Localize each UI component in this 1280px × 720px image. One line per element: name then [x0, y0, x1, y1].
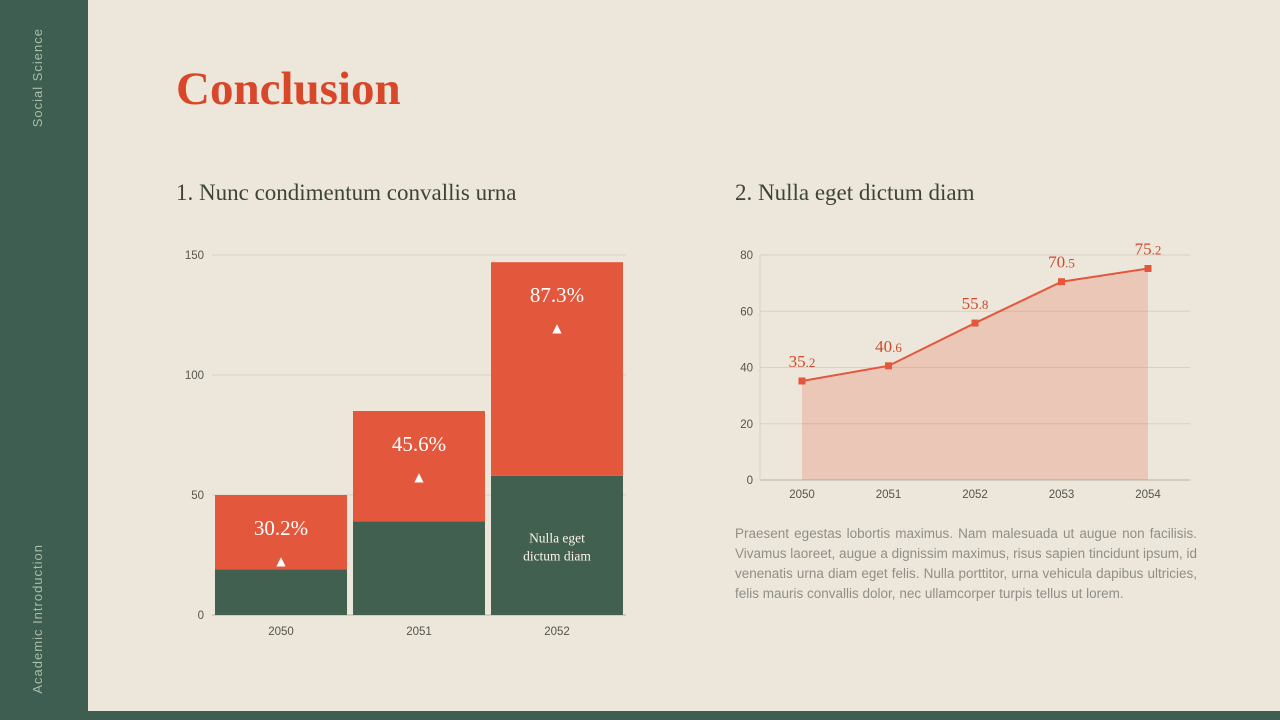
data-point-marker	[1144, 265, 1152, 272]
x-tick-label: 2052	[544, 626, 570, 638]
bar-segment-top	[215, 495, 347, 570]
y-tick-label: 80	[740, 250, 753, 262]
area-fill	[802, 268, 1148, 480]
triangle-up-icon: ▲	[276, 554, 286, 568]
stacked-bar-chart-svg: 0 50 100 150 30.2% ▲ 2050 45.6% ▲ 2051 87.3% ▲ 2052 N…	[185, 250, 626, 638]
sidebar-label-bottom: Academic Introduction	[30, 544, 45, 694]
y-tick-label: 40	[740, 363, 753, 375]
x-tick-label: 2050	[789, 489, 815, 501]
section-heading-2: 2. Nulla eget dictum diam	[735, 180, 975, 205]
bar-inside-label: dictum diam	[523, 548, 591, 563]
x-tick-label: 2051	[406, 626, 432, 638]
point-value-label: 70.5	[1048, 253, 1075, 272]
stacked-bar-chart: 0 50 100 150 30.2% ▲ 2050 45.6% ▲ 2051 87.3% ▲ 2052 N…	[176, 240, 636, 640]
bar-value-label: 30.2%	[254, 516, 308, 540]
data-point-marker	[885, 362, 892, 370]
data-point-marker	[1058, 278, 1065, 286]
data-point-marker	[971, 319, 979, 327]
y-tick-label: 60	[740, 306, 753, 318]
bar-value-label: 87.3%	[530, 283, 584, 307]
sidebar-label-top: Social Science	[30, 28, 45, 128]
x-tick-label: 2050	[268, 626, 294, 638]
line-area-chart: 0 20 40 60 80 35.2 2050 40.6 2051 55.8 2052 70.5 205…	[735, 240, 1195, 510]
page-title: Conclusion	[176, 63, 401, 115]
section-heading-1: 1. Nunc condimentum convallis urna	[176, 180, 517, 205]
x-tick-label: 2053	[1049, 489, 1075, 501]
y-tick-label: 50	[191, 490, 204, 502]
bar-segment-bottom	[215, 569, 347, 615]
body-paragraph: Praesent egestas lobortis maximus. Nam m…	[735, 526, 1197, 601]
y-tick-label: 0	[747, 475, 753, 487]
y-tick-label: 150	[185, 250, 204, 262]
y-tick-label: 0	[198, 610, 204, 622]
bar-segment-bottom	[491, 475, 623, 615]
triangle-up-icon: ▲	[552, 321, 562, 335]
line-area-chart-svg: 0 20 40 60 80 35.2 2050 40.6 2051 55.8 2052 70.5 205…	[740, 240, 1190, 501]
point-value-label: 75.2	[1135, 240, 1162, 259]
y-tick-label: 100	[185, 370, 204, 382]
bar-value-label: 45.6%	[392, 432, 446, 456]
point-value-label: 55.8	[962, 294, 989, 313]
y-tick-label: 20	[740, 419, 753, 431]
triangle-up-icon: ▲	[414, 470, 424, 484]
point-value-label: 35.2	[789, 352, 816, 371]
x-tick-label: 2051	[876, 489, 902, 501]
bar-segment-top	[491, 262, 623, 476]
x-tick-label: 2052	[962, 489, 988, 501]
x-tick-label: 2054	[1135, 489, 1161, 501]
sidebar: Social Science Academic Introduction	[0, 0, 88, 720]
bar-segment-top	[353, 411, 485, 522]
data-point-marker	[798, 377, 806, 385]
point-value-label: 40.6	[875, 337, 902, 356]
bar-inside-label: Nulla eget	[529, 530, 585, 545]
bar-segment-bottom	[353, 521, 485, 615]
bottom-strip	[0, 711, 1280, 720]
